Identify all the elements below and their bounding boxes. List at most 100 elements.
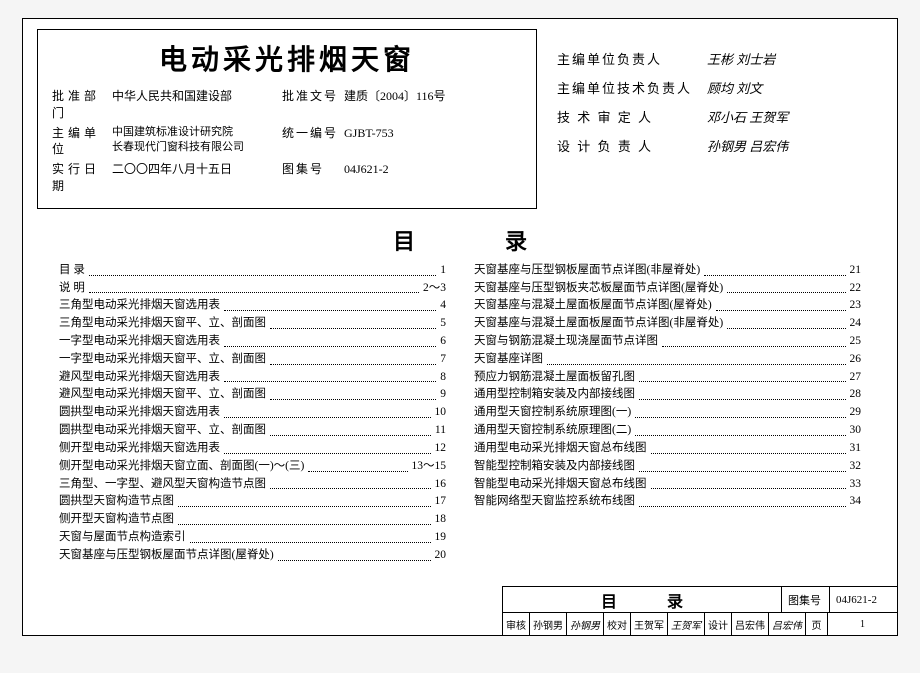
header-row: 电动采光排烟天窗 批准部门 中华人民共和国建设部 批准文号 建质〔2004〕11…: [23, 19, 897, 214]
toc-leader: [224, 333, 436, 347]
toc-leader: [178, 511, 431, 525]
toc-page: 34: [850, 493, 862, 511]
toc-columns: 目 录1说 明2～3三角型电动采光排烟天窗选用表4三角型电动采光排烟天窗平、立、…: [23, 262, 897, 565]
toc-page: 31: [850, 440, 862, 458]
toc-page: 22: [850, 280, 862, 298]
footer-atlas: 04J621-2: [829, 587, 897, 612]
toc-page: 26: [850, 351, 862, 369]
toc-page: 9: [440, 386, 446, 404]
toc-leader: [704, 262, 845, 276]
toc-item: 通用型控制箱安装及内部接线图28: [474, 386, 861, 404]
toc-leader: [270, 476, 431, 490]
atlas-label: 图集号: [282, 161, 344, 178]
toc-text: 圆拱型电动采光排烟天窗平、立、剖面图: [59, 422, 266, 440]
review-sig: 孙钢男: [567, 613, 604, 635]
toc-item: 三角型、一字型、避风型天窗构造节点图16: [59, 476, 446, 494]
toc-item: 天窗基座与压型钢板屋面节点详图(非屋脊处) 21: [474, 262, 861, 280]
toc-text: 圆拱型天窗构造节点图: [59, 493, 174, 511]
toc-page: 11: [435, 422, 446, 440]
toc-page: 6: [440, 333, 446, 351]
signer-signature: 顾均 刘文: [707, 78, 762, 97]
toc-item: 三角型电动采光排烟天窗平、立、剖面图5: [59, 315, 446, 333]
toc-text: 一字型电动采光排烟天窗平、立、剖面图: [59, 351, 266, 369]
proof-name: 王贺军: [631, 613, 668, 635]
toc-item: 通用型天窗控制系统原理图(二) 30: [474, 422, 861, 440]
drawing-sheet: 电动采光排烟天窗 批准部门 中华人民共和国建设部 批准文号 建质〔2004〕11…: [22, 18, 898, 636]
toc-text: 天窗与钢筋混凝土现浇屋面节点详图: [474, 333, 658, 351]
design-sig: 吕宏伟: [769, 613, 806, 635]
toc-item: 避风型电动采光排烟天窗选用表8: [59, 369, 446, 387]
toc-page: 27: [850, 369, 862, 387]
toc-page: 20: [435, 547, 447, 565]
toc-item: 智能型电动采光排烟天窗总布线图33: [474, 476, 861, 494]
toc-text: 天窗基座与混凝土屋面板屋面节点详图(非屋脊处): [474, 315, 723, 333]
toc-item: 天窗基座详图26: [474, 351, 861, 369]
design-label: 设计: [705, 613, 732, 635]
sign-block: 主编单位负责人王彬 刘士岩主编单位技术负责人顾均 刘文技 术 审 定 人邓小石 …: [537, 29, 883, 209]
editor: 中国建筑标准设计研究院 长春现代门窗科技有限公司: [112, 125, 282, 156]
toc-leader: [178, 493, 431, 507]
toc-text: 智能网络型天窗监控系统布线图: [474, 493, 635, 511]
toc-text: 通用型天窗控制系统原理图(一): [474, 404, 631, 422]
toc-text: 侧开型电动采光排烟天窗立面、剖面图(一)～(三): [59, 458, 304, 476]
toc-text: 通用型控制箱安装及内部接线图: [474, 386, 635, 404]
toc-page: 12: [435, 440, 447, 458]
toc-item: 智能网络型天窗监控系统布线图 34: [474, 493, 861, 511]
toc-leader: [635, 404, 845, 418]
footer-heading: 目录: [503, 588, 781, 612]
toc-text: 通用型天窗控制系统原理图(二): [474, 422, 631, 440]
toc-page: 30: [850, 422, 862, 440]
toc-leader: [270, 422, 431, 436]
toc-page: 1: [440, 262, 446, 280]
toc-text: 天窗基座与压型钢板屋面节点详图(非屋脊处): [474, 262, 700, 280]
toc-text: 三角型、一字型、避风型天窗构造节点图: [59, 476, 266, 494]
signer-label: 主编单位技术负责人: [557, 78, 707, 97]
page-label: 页: [806, 613, 828, 635]
toc-text: 通用型电动采光排烟天窗总布线图: [474, 440, 647, 458]
toc-page: 10: [435, 404, 447, 422]
proof-label: 校对: [604, 613, 631, 635]
toc-leader: [89, 280, 419, 294]
signer-row: 技 术 审 定 人邓小石 王贺军: [557, 107, 877, 126]
toc-item: 避风型电动采光排烟天窗平、立、剖面图 9: [59, 386, 446, 404]
toc-text: 避风型电动采光排烟天窗选用表: [59, 369, 220, 387]
toc-leader: [547, 351, 846, 365]
toc-item: 圆拱型天窗构造节点图 17: [59, 493, 446, 511]
effective-label: 实行日期: [52, 161, 112, 195]
proof-sig: 王贺军: [668, 613, 705, 635]
toc-text: 三角型电动采光排烟天窗选用表: [59, 297, 220, 315]
footer-atlas-label: 图集号: [781, 587, 829, 612]
toc-text: 天窗与屋面节点构造索引: [59, 529, 186, 547]
toc-leader: [651, 440, 846, 454]
toc-item: 智能型控制箱安装及内部接线图32: [474, 458, 861, 476]
toc-item: 天窗与屋面节点构造索引19: [59, 529, 446, 547]
toc-leader: [190, 529, 431, 543]
toc-leader: [639, 386, 846, 400]
toc-text: 侧开型电动采光排烟天窗选用表: [59, 440, 220, 458]
toc-leader: [639, 369, 846, 383]
signer-row: 设 计 负 责 人孙钢男 吕宏伟: [557, 136, 877, 155]
toc-page: 32: [850, 458, 862, 476]
toc-leader: [270, 386, 436, 400]
toc-leader: [224, 369, 436, 383]
toc-item: 一字型电动采光排烟天窗选用表 6: [59, 333, 446, 351]
toc-page: 4: [440, 297, 446, 315]
doc-no-label: 批准文号: [282, 88, 344, 105]
toc-text: 避风型电动采光排烟天窗平、立、剖面图: [59, 386, 266, 404]
toc-leader: [727, 280, 845, 294]
toc-page: 17: [435, 493, 447, 511]
approve-dept-label: 批准部门: [52, 88, 112, 122]
page-no: 1: [828, 613, 897, 635]
toc-text: 天窗基座与压型钢板屋面节点详图(屋脊处): [59, 547, 274, 565]
toc-text: 一字型电动采光排烟天窗选用表: [59, 333, 220, 351]
toc-leader: [224, 297, 436, 311]
unified-label: 统一编号: [282, 125, 344, 142]
review-label: 审核: [503, 613, 530, 635]
review-name: 孙钢男: [530, 613, 567, 635]
toc-page: 24: [850, 315, 862, 333]
toc-leader: [716, 297, 846, 311]
toc-page: 21: [850, 262, 862, 280]
toc-leader: [727, 315, 845, 329]
toc-leader: [662, 333, 846, 347]
toc-item: 圆拱型电动采光排烟天窗选用表10: [59, 404, 446, 422]
